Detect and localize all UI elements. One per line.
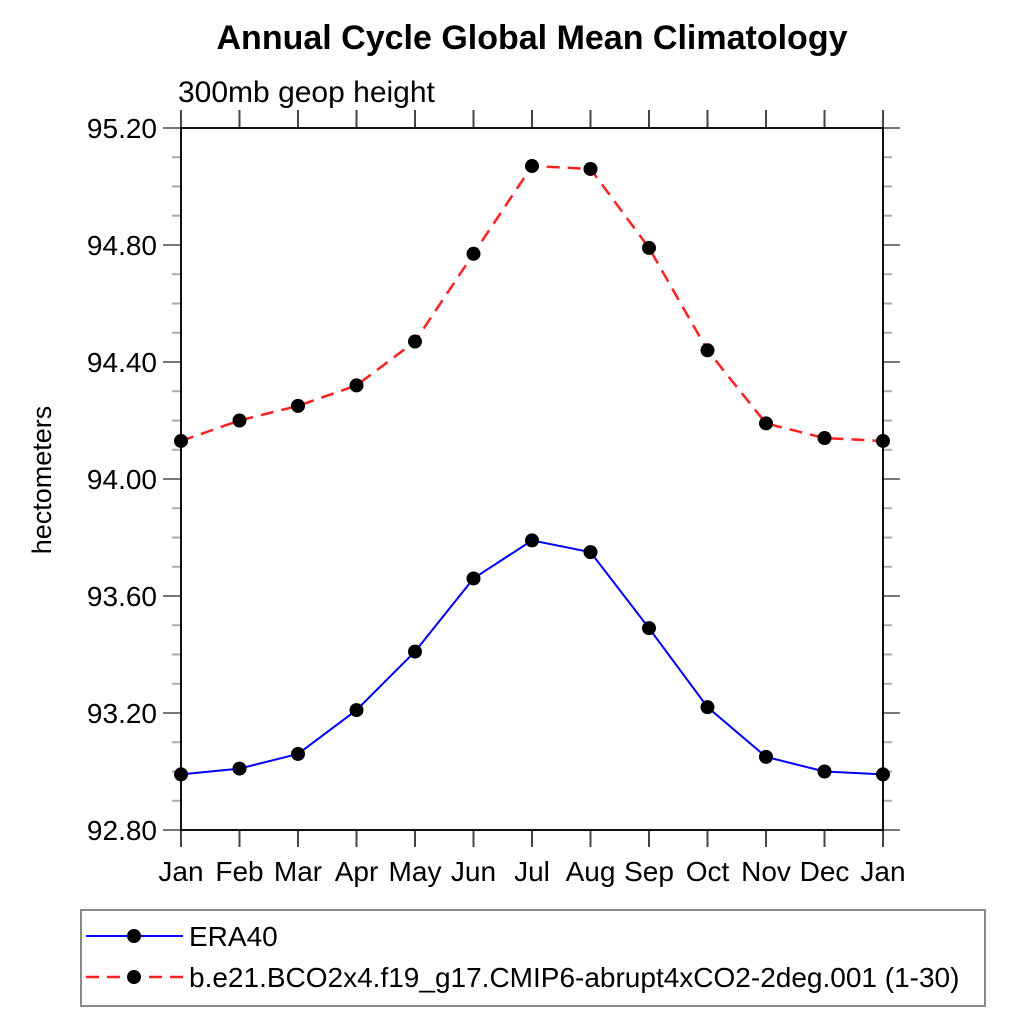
era40-marker [349, 703, 364, 718]
x-tick-label: Mar [274, 856, 322, 887]
x-tick-label: Apr [335, 856, 379, 887]
model-marker [642, 240, 656, 255]
model-marker [232, 413, 247, 428]
y-tick-label: 93.20 [87, 698, 157, 729]
axes: 92.80 93.20 93.60 94.00 94.40 94.80 95.20 Jan Fe… [87, 110, 906, 887]
x-tick-label: Jan [158, 856, 203, 887]
legend-marker [127, 929, 141, 943]
data-series [174, 159, 890, 782]
era40-marker [174, 767, 188, 782]
x-tick-label: Oct [686, 856, 730, 887]
y-tick-label: 94.40 [87, 347, 157, 378]
model-marker [876, 433, 890, 448]
era40-marker [291, 746, 305, 761]
era40-marker [232, 761, 247, 776]
x-tick-label: Jan [860, 856, 905, 887]
y-tick-label: 93.60 [87, 581, 157, 612]
era40-marker [642, 621, 656, 636]
x-tick-label: Feb [215, 856, 263, 887]
y-tick-label: 94.00 [87, 464, 157, 495]
era40-marker [700, 700, 715, 715]
model-marker [817, 431, 832, 446]
legend-label: b.e21.BCO2x4.f19_g17.CMIP6-abrupt4xCO2-2… [189, 962, 959, 993]
era40-line [180, 539, 884, 776]
era40-marker [583, 545, 598, 560]
model-marker [525, 159, 539, 174]
y-tick-label: 92.80 [87, 815, 157, 846]
x-tick-label: Dec [800, 856, 850, 887]
y-tick-label: 95.20 [87, 113, 157, 144]
x-tick-label: Jun [451, 856, 496, 887]
era40-marker [759, 749, 773, 764]
model-marker [759, 416, 773, 431]
legend-box [80, 909, 986, 1007]
model-marker [291, 398, 305, 413]
x-tick-label: Jul [514, 856, 550, 887]
legend-marker [127, 970, 141, 984]
model-marker [466, 246, 481, 261]
chart-subtitle: 300mb geop height [178, 76, 436, 109]
era40-marker [408, 644, 422, 659]
model-marker [174, 433, 188, 448]
x-tick-label: Nov [741, 856, 791, 887]
model-marker [583, 161, 598, 176]
y-axis-title: hectometers [27, 406, 57, 555]
y-tick-label: 94.80 [87, 230, 157, 261]
era40-marker [817, 764, 832, 779]
x-tick-label: May [389, 856, 442, 887]
model-marker [700, 343, 715, 358]
model-marker [408, 334, 422, 349]
x-tick-label: Sep [624, 856, 674, 887]
x-tick-label: Aug [566, 856, 616, 887]
plot-frame [180, 127, 884, 831]
legend: ERA40 b.e21.BCO2x4.f19_g17.CMIP6-abrupt4x… [80, 909, 986, 1007]
chart-title: Annual Cycle Global Mean Climatology [217, 19, 848, 57]
era40-marker [876, 767, 890, 782]
legend-label: ERA40 [189, 921, 278, 952]
era40-marker [466, 571, 481, 586]
era40-marker [525, 533, 539, 548]
model-marker [349, 378, 364, 393]
model-line [180, 164, 884, 443]
